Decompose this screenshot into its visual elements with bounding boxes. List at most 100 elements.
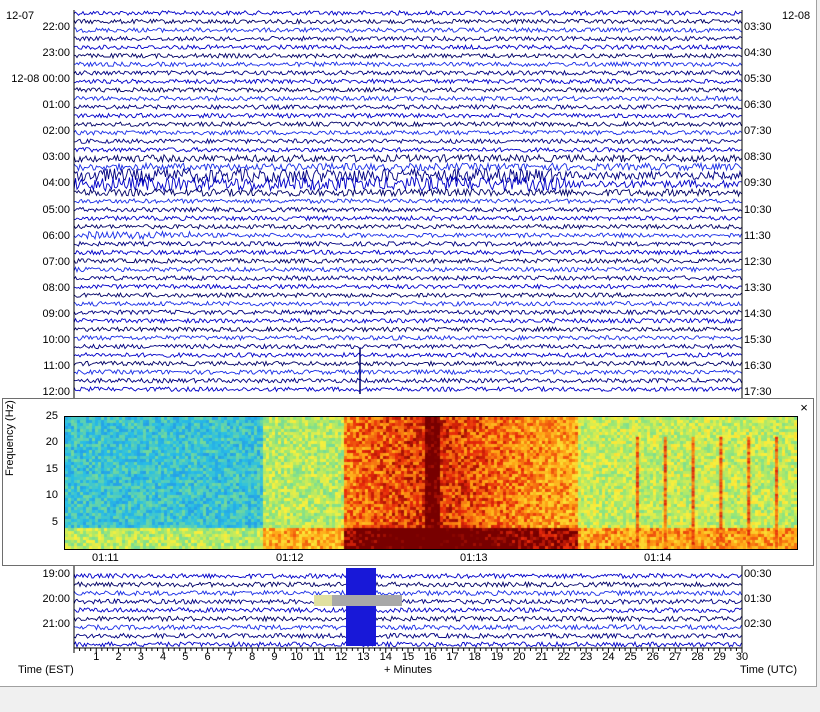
spectrogram-y-tick: 15 — [45, 462, 58, 475]
minute-tick-label: 30 — [735, 651, 749, 663]
trace-line — [73, 240, 742, 248]
minute-tick-label: 22 — [557, 651, 570, 663]
spectrogram-image[interactable] — [64, 416, 798, 550]
trace-line — [73, 283, 742, 290]
trace-line — [73, 632, 742, 640]
minute-tick-label: 4 — [160, 651, 167, 663]
close-icon[interactable]: × — [800, 400, 808, 415]
helicorder-window: 12-07 12-08 22:00 23:00 12-08 00:00 01:00 02… — [0, 0, 817, 687]
trace-line — [73, 86, 742, 94]
minute-tick-label: 3 — [137, 651, 144, 663]
right-time-label: 07:30 — [744, 125, 772, 137]
x-axis-left-label: Time (EST) — [18, 664, 74, 676]
minute-tick-label: 25 — [624, 651, 637, 663]
trace-line — [73, 266, 742, 274]
helicorder-plot[interactable] — [0, 0, 816, 686]
right-time-label: 14:30 — [744, 308, 772, 320]
left-time-label: 06:00 — [42, 230, 70, 242]
trace-line — [73, 18, 742, 25]
trace-line — [73, 351, 742, 359]
left-time-label: 19:00 — [42, 568, 70, 580]
spectrogram-x-tick: 01:11 — [92, 552, 119, 564]
minute-tick-label: 28 — [691, 651, 704, 663]
trace-line — [73, 161, 742, 173]
minute-tick-label: 18 — [468, 651, 481, 663]
minute-tick-label: 19 — [490, 651, 504, 663]
trace-line — [73, 598, 742, 606]
right-time-label: 04:30 — [744, 47, 772, 59]
minute-tick-label: 11 — [313, 651, 325, 663]
date-label-left: 12-07 — [6, 10, 35, 22]
left-time-label: 07:00 — [42, 256, 70, 268]
minute-tick-label: 9 — [271, 651, 278, 663]
selection-highlight[interactable] — [316, 595, 402, 606]
minute-tick-label: 17 — [446, 651, 459, 663]
minute-tick-label: 27 — [669, 651, 682, 663]
x-axis-right-label: Time (UTC) — [740, 664, 798, 676]
left-time-label: 12-08 00:00 — [11, 73, 70, 85]
trace-line — [73, 615, 742, 623]
spectrogram-y-tick: 10 — [45, 489, 58, 502]
minute-tick-label: 1 — [93, 651, 100, 663]
trace-line — [73, 300, 742, 307]
right-time-label: 16:30 — [744, 360, 772, 372]
left-time-label: 04:00 — [42, 177, 70, 189]
trace-line — [73, 257, 742, 265]
minute-tick-label: 20 — [513, 651, 526, 663]
trace-line — [73, 249, 742, 256]
trace-line — [73, 103, 742, 111]
trace-line — [73, 343, 742, 350]
trace-line — [73, 623, 742, 631]
spectrogram-x-tick: 01:13 — [460, 552, 488, 564]
trace-line — [73, 26, 742, 34]
trace-line — [73, 230, 742, 241]
trace-line — [73, 60, 742, 68]
right-time-label: 09:30 — [744, 177, 772, 189]
minute-tick-label: 15 — [401, 651, 415, 663]
spectrogram-y-tick: 20 — [45, 436, 58, 449]
right-time-label: 08:30 — [744, 151, 772, 163]
left-time-label: 21:00 — [42, 618, 70, 630]
right-time-label: 13:30 — [744, 282, 772, 294]
trace-line — [73, 43, 742, 51]
trace-line — [73, 377, 742, 384]
minute-tick-label: 2 — [115, 651, 122, 663]
left-time-label: 08:00 — [42, 282, 70, 294]
right-time-label: 02:30 — [744, 618, 772, 630]
right-time-label: 01:30 — [744, 593, 772, 605]
trace-line — [73, 129, 742, 137]
minute-tick-label: 23 — [580, 651, 593, 663]
trace-line — [73, 589, 742, 597]
spectrogram-y-tick: 25 — [45, 410, 58, 422]
trace-line — [73, 137, 742, 145]
trace-line — [73, 197, 742, 205]
trace-line — [73, 95, 742, 102]
trace-line — [73, 572, 742, 580]
right-time-label: 17:30 — [744, 386, 772, 398]
trace-line — [73, 78, 742, 85]
trace-line — [73, 166, 742, 185]
right-time-label: 15:30 — [744, 334, 772, 346]
left-time-label: 03:00 — [42, 151, 70, 163]
trace-line — [73, 291, 742, 299]
trace-line — [73, 153, 742, 164]
minute-tick-label: 29 — [713, 651, 726, 663]
trace-line — [73, 385, 742, 393]
spectrogram-x-tick: 01:14 — [644, 552, 672, 564]
trace-line — [73, 175, 742, 193]
trace-line — [73, 206, 742, 214]
right-time-label: 00:30 — [744, 568, 772, 580]
trace-line — [73, 52, 742, 60]
date-label-right: 12-08 — [782, 10, 811, 22]
trace-line — [73, 368, 742, 376]
left-time-label: 10:00 — [42, 334, 70, 346]
minute-tick-label: 14 — [379, 651, 392, 663]
trace-line — [73, 187, 742, 198]
trace-line — [73, 308, 742, 316]
event-signal-block — [346, 568, 376, 646]
trace-line — [73, 334, 742, 342]
left-time-label: 05:00 — [42, 204, 70, 216]
trace-line — [73, 580, 742, 589]
trace-line — [73, 640, 742, 649]
spectrogram-y-axis-label: Frequency (Hz) — [4, 400, 16, 476]
